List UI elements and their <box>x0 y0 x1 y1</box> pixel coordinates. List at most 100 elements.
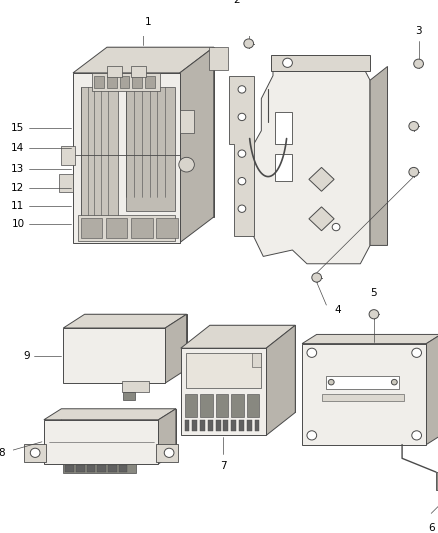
Circle shape <box>409 167 419 176</box>
Polygon shape <box>165 314 187 383</box>
Circle shape <box>283 58 293 67</box>
Bar <box>231 420 236 431</box>
Bar <box>106 218 127 238</box>
Circle shape <box>369 310 379 319</box>
Bar <box>185 394 197 417</box>
Polygon shape <box>210 325 295 413</box>
Bar <box>185 420 190 431</box>
Text: 1: 1 <box>145 17 151 27</box>
Bar <box>208 420 213 431</box>
Bar <box>78 215 175 241</box>
Bar <box>92 73 160 91</box>
Circle shape <box>414 59 424 68</box>
Bar <box>44 420 159 464</box>
Bar <box>186 353 261 387</box>
Circle shape <box>164 448 174 457</box>
Bar <box>132 76 142 88</box>
Bar <box>302 344 426 445</box>
Bar <box>81 87 118 229</box>
Polygon shape <box>44 409 176 420</box>
Polygon shape <box>107 47 214 217</box>
Polygon shape <box>180 47 214 243</box>
Bar <box>25 443 46 462</box>
Circle shape <box>412 431 421 440</box>
Bar <box>145 76 155 88</box>
Bar <box>87 465 95 472</box>
Circle shape <box>238 150 246 157</box>
Circle shape <box>30 448 40 457</box>
Bar <box>251 353 261 367</box>
Circle shape <box>328 379 334 385</box>
Bar <box>73 73 180 243</box>
Text: 4: 4 <box>334 305 341 314</box>
Bar <box>275 154 293 181</box>
Bar <box>275 112 293 144</box>
Polygon shape <box>309 167 334 191</box>
Bar <box>60 174 73 192</box>
Polygon shape <box>254 71 370 264</box>
Polygon shape <box>266 325 295 435</box>
Text: 11: 11 <box>11 201 25 211</box>
Bar <box>181 348 266 435</box>
Bar <box>124 392 135 400</box>
Text: 10: 10 <box>11 219 25 229</box>
Circle shape <box>307 431 317 440</box>
Polygon shape <box>159 409 176 464</box>
Bar <box>127 87 175 211</box>
Bar <box>247 394 259 417</box>
Circle shape <box>238 205 246 212</box>
Bar <box>108 465 117 472</box>
Text: 13: 13 <box>11 164 25 174</box>
Bar <box>61 146 75 165</box>
Polygon shape <box>230 76 254 236</box>
Bar <box>200 394 213 417</box>
Bar <box>156 218 178 238</box>
Bar <box>65 465 74 472</box>
Bar <box>131 66 146 77</box>
Bar <box>156 443 178 462</box>
Bar <box>223 420 228 431</box>
Bar <box>122 381 149 392</box>
Bar <box>209 47 228 70</box>
Bar <box>200 420 205 431</box>
Text: 9: 9 <box>24 351 30 360</box>
Bar <box>120 76 129 88</box>
Bar <box>76 465 85 472</box>
Bar <box>94 76 104 88</box>
Bar <box>64 328 165 383</box>
Bar <box>131 218 152 238</box>
Text: 8: 8 <box>0 448 5 458</box>
Circle shape <box>238 86 246 93</box>
Text: 15: 15 <box>11 123 25 133</box>
Bar <box>97 465 106 472</box>
Circle shape <box>238 114 246 120</box>
Circle shape <box>392 379 397 385</box>
Polygon shape <box>426 334 438 445</box>
Bar <box>215 420 221 431</box>
Polygon shape <box>61 409 176 453</box>
Circle shape <box>238 177 246 185</box>
Circle shape <box>179 157 194 172</box>
Circle shape <box>307 348 317 357</box>
Bar <box>436 472 438 490</box>
Bar <box>119 465 127 472</box>
Bar <box>326 376 399 390</box>
Bar <box>192 420 197 431</box>
Circle shape <box>312 273 321 282</box>
Bar <box>247 420 251 431</box>
Bar <box>107 66 122 77</box>
Polygon shape <box>309 207 334 231</box>
Bar <box>254 420 259 431</box>
Circle shape <box>332 223 340 231</box>
Text: 14: 14 <box>11 143 25 153</box>
Text: 5: 5 <box>371 288 377 298</box>
Polygon shape <box>85 314 187 369</box>
Bar <box>107 76 117 88</box>
Bar <box>215 394 228 417</box>
Bar <box>64 464 136 473</box>
Polygon shape <box>181 325 295 348</box>
Text: 7: 7 <box>220 461 227 471</box>
Polygon shape <box>370 67 388 245</box>
Polygon shape <box>73 47 214 73</box>
Bar <box>231 394 244 417</box>
